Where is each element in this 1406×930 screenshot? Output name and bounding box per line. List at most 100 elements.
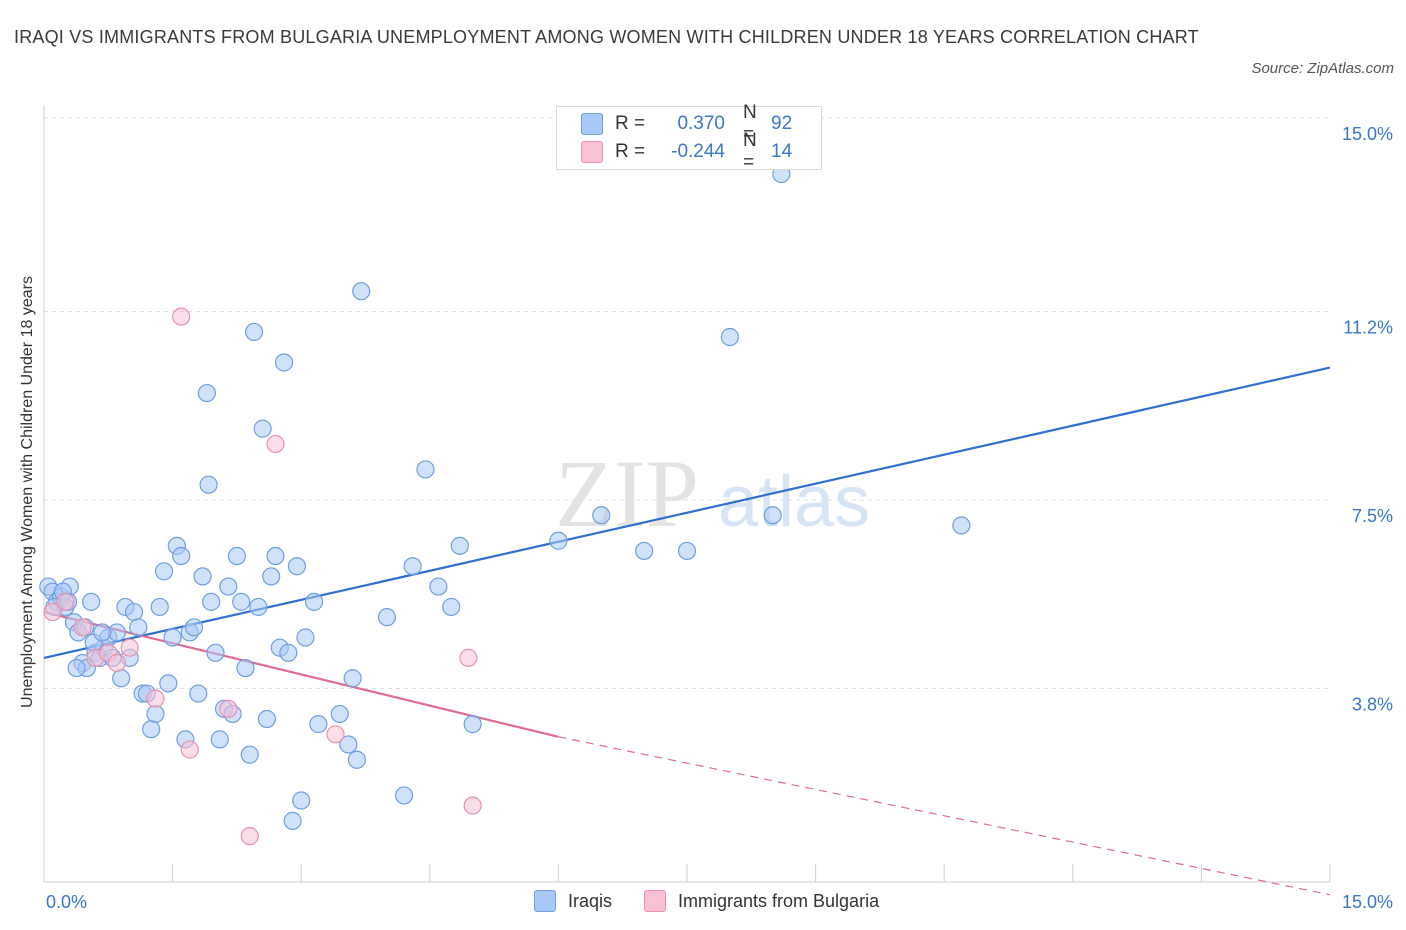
iraqis-point	[450, 536, 469, 555]
iraqis-point	[763, 506, 782, 525]
bulgaria-point	[107, 653, 126, 673]
iraqis-point	[309, 715, 328, 734]
stats-legend: R = 0.370 N = 92 R = -0.244 N = 14	[556, 102, 822, 173]
iraqis-point	[236, 658, 255, 678]
iraqis-point	[416, 460, 435, 479]
iraqis-point	[112, 669, 131, 688]
iraqis-point	[67, 658, 86, 678]
y-axis-label: Unemployment Among Women with Children U…	[19, 276, 36, 708]
iraqis-point	[146, 704, 165, 724]
bulgaria-point	[326, 725, 345, 744]
chart-title: IRAQI VS IMMIGRANTS FROM BULGARIA UNEMPL…	[14, 27, 1199, 47]
legend-swatch-iraqis	[581, 113, 603, 135]
iraqis-point	[352, 282, 371, 301]
legend-r-value: 0.370	[677, 113, 725, 134]
x-tick-label: 0.0%	[46, 892, 87, 912]
iraqis-point	[253, 419, 272, 438]
iraqis-point	[279, 643, 298, 662]
iraqis-point	[429, 577, 448, 596]
bulgaria-point	[219, 699, 238, 718]
iraqis-point	[377, 608, 397, 627]
iraqis-trend-line	[43, 366, 1331, 659]
iraqis-point	[720, 327, 739, 347]
y-tick-label: 15.0%	[1342, 124, 1393, 144]
iraqis-point	[463, 715, 482, 734]
iraqis-point	[150, 597, 169, 617]
bulgaria-point	[73, 618, 92, 637]
iraqis-point	[296, 628, 315, 647]
iraqis-point	[244, 322, 264, 342]
source-note: Source: ZipAtlas.com	[1251, 60, 1394, 77]
bulgaria-point	[43, 602, 62, 622]
iraqis-point	[210, 730, 229, 749]
tick-labels: 3.8% 7.5% 11.2% 15.0% 0.0% 15.0%	[46, 124, 1393, 912]
iraqis-point	[283, 811, 302, 830]
legend-n-label: N =	[743, 130, 757, 173]
bulgaria-point	[56, 592, 75, 611]
iraqis-point	[159, 674, 178, 693]
watermark: ZIP atlas	[555, 440, 870, 547]
x-tick-label: 15.0%	[1342, 892, 1393, 912]
bulgaria-trend-extension	[558, 736, 1331, 896]
legend-n-value: 92	[771, 113, 793, 134]
iraqis-point	[403, 557, 422, 576]
bulgaria-point	[463, 796, 482, 815]
iraqis-point	[394, 786, 414, 805]
legend-row-iraqis: R = 0.370 N = 92	[581, 102, 793, 145]
iraqis-point	[172, 546, 191, 566]
legend-swatch-bulgaria	[581, 141, 603, 163]
iraqis-point	[266, 546, 285, 566]
iraqis-point	[442, 597, 461, 617]
series-legend: Iraqis Immigrants from Bulgaria	[534, 890, 911, 912]
bulgaria-point	[266, 434, 285, 454]
iraqis-point	[124, 602, 144, 622]
iraqis-point	[219, 577, 238, 596]
iraqis-point	[292, 791, 311, 810]
watermark-atlas: atlas	[718, 462, 870, 542]
iraqis-point	[129, 618, 148, 637]
bulgaria-point	[120, 638, 139, 657]
iraqis-point	[347, 750, 367, 769]
legend-item-bulgaria[interactable]: Immigrants from Bulgaria	[644, 890, 879, 912]
iraqis-point	[262, 567, 281, 586]
iraqis-point	[154, 562, 174, 581]
iraqis-point	[274, 353, 294, 372]
y-tick-label: 11.2%	[1343, 318, 1393, 338]
legend-swatch-bulgaria	[644, 890, 667, 912]
axes	[43, 105, 1331, 883]
iraqis-point	[635, 541, 654, 561]
iraqis-point	[232, 592, 251, 611]
iraqis-point	[677, 541, 697, 561]
bulgaria-point	[146, 689, 165, 708]
iraqis-point	[163, 628, 182, 647]
iraqis-point	[249, 597, 268, 617]
iraqis-point	[199, 475, 218, 494]
legend-r-label: R =	[615, 141, 646, 162]
legend-r-label: R =	[615, 113, 646, 134]
legend-r-value: -0.244	[671, 141, 725, 162]
iraqis-point	[549, 531, 568, 550]
iraqis-point	[202, 592, 221, 611]
legend-item-iraqis[interactable]: Iraqis	[534, 890, 612, 912]
iraqis-point	[93, 623, 112, 642]
legend-swatch-iraqis	[534, 890, 556, 912]
legend-label-iraqis: Iraqis	[568, 890, 613, 911]
bulgaria-point	[180, 740, 199, 759]
iraqis-point	[227, 546, 246, 566]
bulgaria-point	[459, 648, 478, 667]
iraqis-point	[206, 643, 225, 662]
iraqis-point	[193, 567, 212, 586]
iraqis-point	[952, 516, 971, 535]
watermark-zip: ZIP	[555, 440, 699, 547]
legend-n-label: N =	[743, 102, 757, 145]
iraqis-point	[339, 735, 358, 754]
bulgaria-point	[240, 827, 259, 846]
iraqis-point	[343, 669, 362, 688]
y-tick-label: 7.5%	[1352, 506, 1393, 526]
iraqis-point	[304, 592, 324, 611]
legend-label-bulgaria: Immigrants from Bulgaria	[678, 890, 880, 911]
legend-row-bulgaria: R = -0.244 N = 14	[581, 130, 793, 173]
legend-n-value: 14	[771, 141, 793, 162]
y-tick-label: 3.8%	[1352, 694, 1393, 714]
iraqis-point	[197, 383, 216, 403]
